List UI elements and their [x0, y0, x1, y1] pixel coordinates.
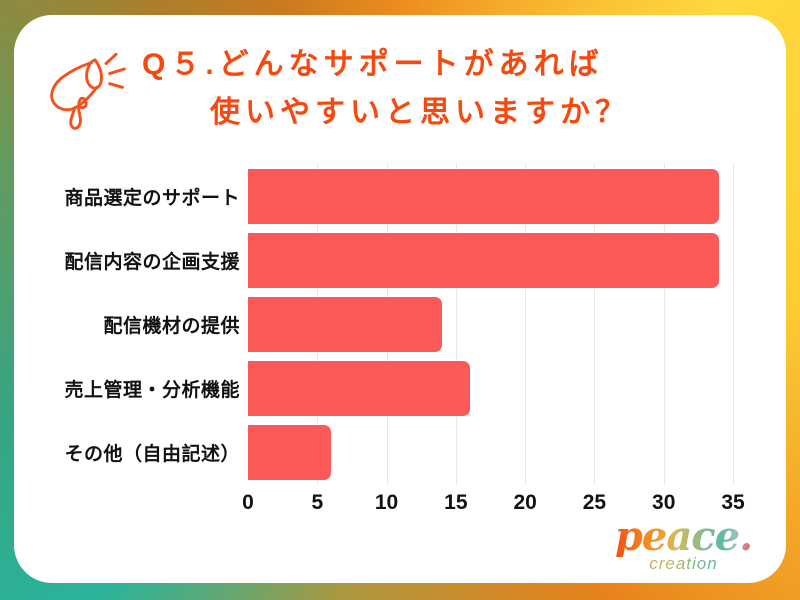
x-tick-label-35: 35: [721, 491, 745, 514]
category-label-4: その他（自由記述）: [64, 444, 240, 465]
logo-subtext: creation: [615, 555, 752, 573]
x-tick-label-5: 5: [311, 491, 324, 514]
category-label-3: 売上管理・分析機能: [64, 380, 240, 401]
gridline-x-20: [525, 163, 527, 484]
bar-商品選定のサポート: [248, 169, 720, 224]
page-title: Q５.どんなサポートがあれば 使いやすいと思いますか？: [142, 41, 630, 137]
bar-chart-plot-area: [248, 163, 734, 484]
x-tick-label-10: 10: [374, 491, 399, 514]
category-label-2: 配信機材の提供: [103, 316, 240, 337]
bar-配信機材の提供: [248, 297, 442, 352]
x-axis: 0 5 10 15 20 25 30 35: [242, 487, 745, 519]
title-line-2: 使いやすいと思いますか？: [210, 96, 630, 129]
bar-その他（自由記述）: [248, 425, 332, 480]
x-tick-label-15: 15: [444, 491, 468, 514]
infographic-card: Q５.どんなサポートがあれば 使いやすいと思いますか？ 商品選定のサポート 配信内…: [14, 15, 786, 583]
category-label-0: 商品選定のサポート: [64, 188, 240, 209]
x-tick-label-0: 0: [242, 491, 254, 514]
gridline-x-35: [733, 163, 734, 484]
gridline-x-15: [455, 163, 457, 484]
bar-売上管理・分析機能: [248, 361, 470, 416]
bar-配信内容の企画支援: [248, 233, 720, 288]
category-labels: 商品選定のサポート 配信内容の企画支援配信機材の提供売上管理・分析機能 その他（自由…: [14, 169, 240, 480]
title-line-1: Q５.どんなサポートがあれば: [142, 48, 604, 81]
x-tick-label-30: 30: [652, 491, 676, 514]
gridline-x-30: [663, 163, 665, 484]
category-label-1: 配信内容の企画支援: [64, 252, 240, 273]
x-tick-label-25: 25: [582, 491, 607, 514]
x-tick-label-20: 20: [513, 491, 537, 514]
megaphone-icon: [50, 52, 126, 130]
gridline-x-25: [594, 163, 596, 484]
brand-logo: peace. creation: [614, 513, 753, 573]
logo-wordmark: peace.: [614, 513, 753, 560]
